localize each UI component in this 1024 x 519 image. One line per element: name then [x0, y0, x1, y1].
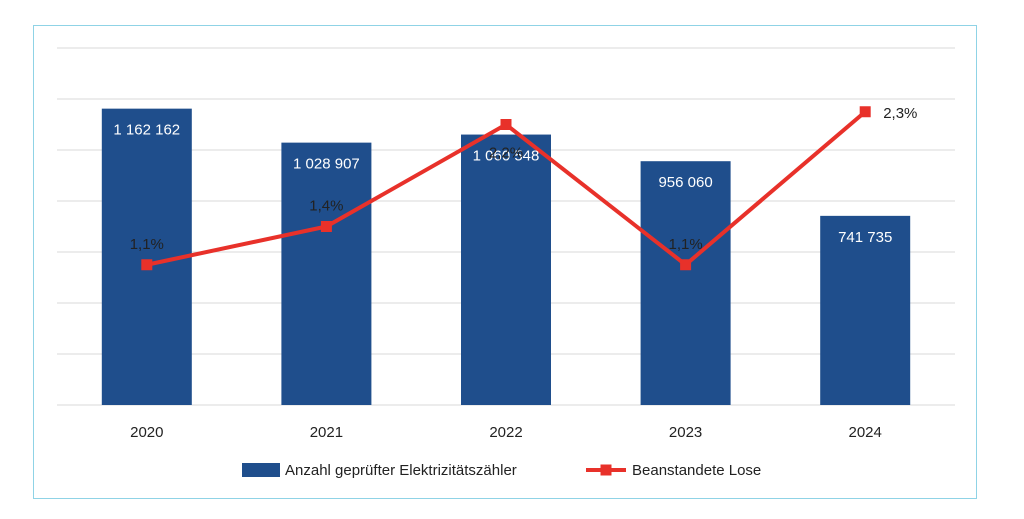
line-series [141, 106, 871, 271]
line-point-2021 [320, 221, 332, 232]
bar-value-label-2021: 1 028 907 [293, 156, 360, 173]
bar-2024 [820, 215, 911, 405]
legend-swatch-bar [242, 463, 280, 477]
legend-label-bar: Anzahl geprüfter Elektrizitätszähler [285, 462, 517, 479]
legend: Anzahl geprüfter Elektrizitätszähler Bean… [242, 462, 761, 479]
line-value-label-2023: 1,1% [668, 236, 702, 253]
bar-series [101, 108, 911, 406]
bar-value-label-2023: 956 060 [658, 174, 712, 191]
line-point-2022 [500, 119, 512, 130]
x-tick-label-2022: 2022 [489, 424, 522, 441]
bar-value-label-2024: 741 735 [838, 229, 892, 246]
x-axis: 2020 2021 2022 2023 2024 [130, 424, 882, 441]
bar-2021 [281, 142, 372, 405]
line-point-2023 [680, 259, 692, 271]
line-value-label-2021: 1,4% [309, 198, 343, 215]
bar-value-label-2022: 1 060 548 [473, 148, 540, 165]
x-tick-label-2023: 2023 [669, 424, 702, 441]
legend-label-line: Beanstandete Lose [632, 462, 761, 479]
bar-value-label-2020: 1 162 162 [113, 122, 180, 139]
legend-marker-line [600, 464, 612, 476]
line-value-label-2024: 2,3% [883, 105, 917, 122]
line-point-2024 [859, 106, 871, 118]
bar-2023 [640, 161, 731, 405]
bar-2022 [461, 134, 551, 406]
x-tick-label-2020: 2020 [130, 424, 163, 441]
line-value-label-2022: 2,2% [489, 145, 523, 162]
line-value-label-2020: 1,1% [130, 236, 164, 253]
x-tick-label-2021: 2021 [310, 424, 343, 441]
data-labels: 1 162 162 1 028 907 1 060 548 956 060 741 73… [113, 105, 917, 253]
line-point-2020 [141, 259, 153, 271]
x-tick-label-2024: 2024 [849, 424, 882, 441]
